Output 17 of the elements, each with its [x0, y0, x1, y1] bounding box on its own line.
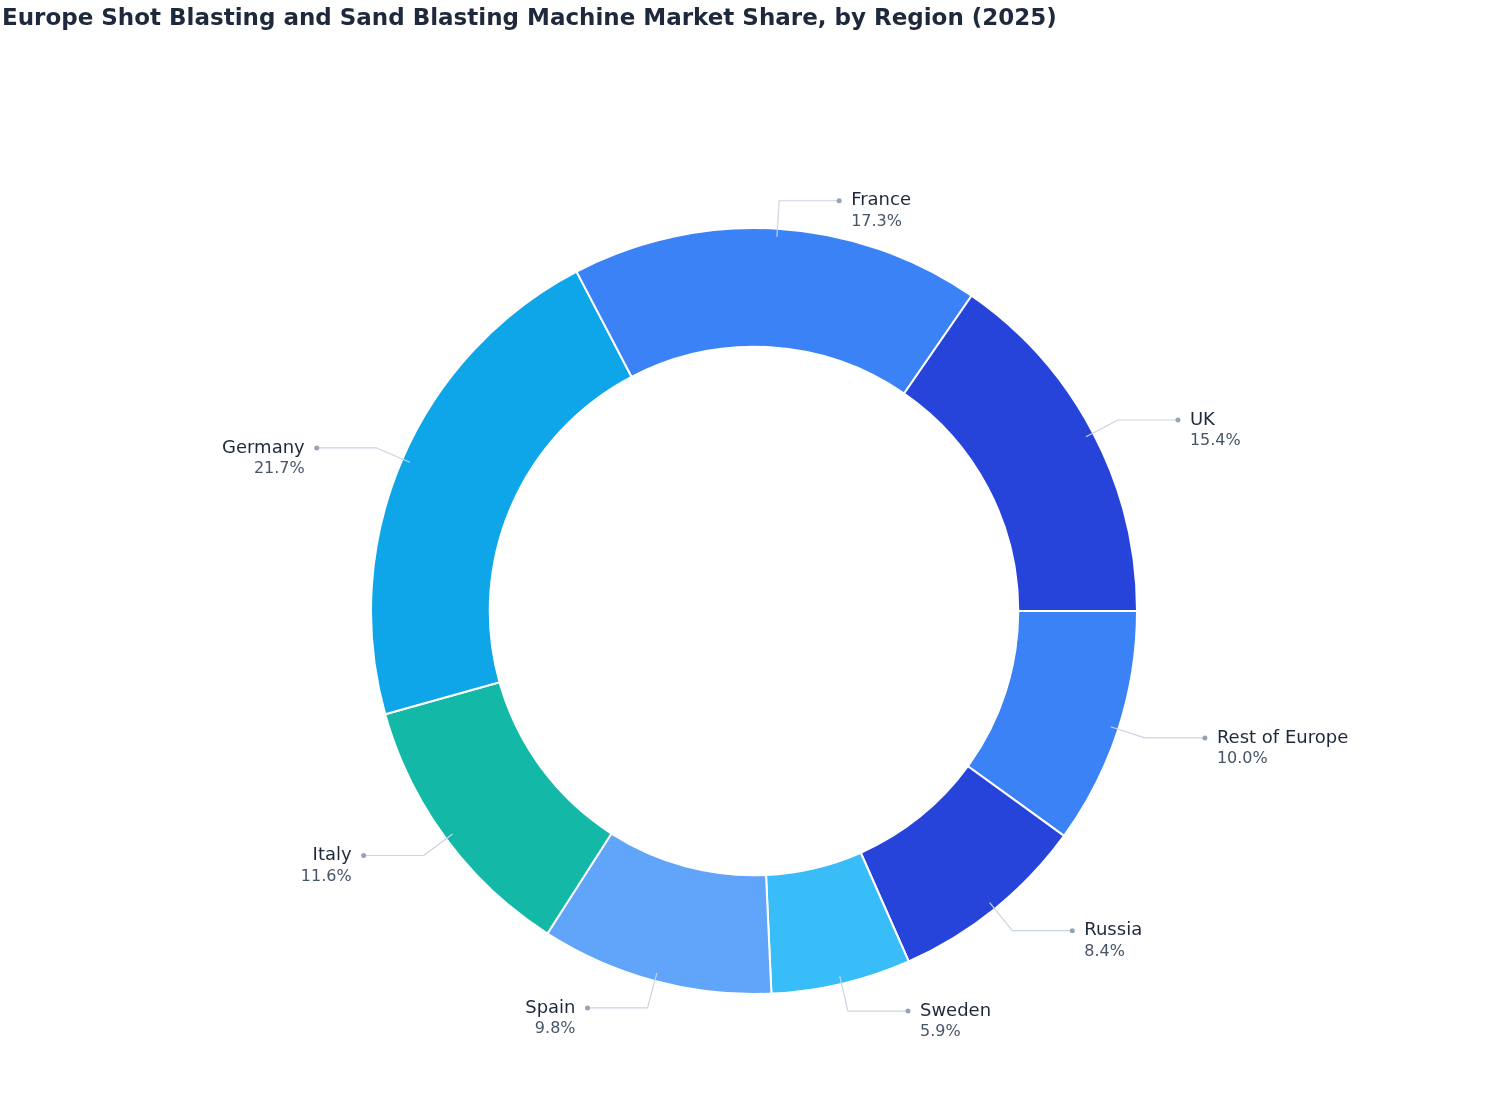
data-label: 21.7%: [253, 458, 305, 478]
data-label: 5.9%: [919, 1021, 961, 1041]
data-label: 10.0%: [1216, 748, 1268, 768]
slice-label: Italy: [312, 843, 352, 865]
slice-label: Rest of Europe: [1216, 725, 1349, 747]
data-label: 11.6%: [300, 865, 352, 885]
data-label: 17.3%: [851, 210, 902, 230]
chart-title: Europe Shot Blasting and Sand Blasting Machine Market Share, by Region (2025): [2, 4, 1057, 30]
slice-label: Spain: [525, 995, 576, 1017]
slice-label: Sweden: [919, 998, 992, 1020]
data-label: 9.8%: [534, 1018, 576, 1038]
data-label: 15.4%: [1189, 430, 1241, 450]
slice-label: Russia: [1084, 918, 1143, 940]
slice-label: UK: [1189, 407, 1217, 429]
slice-label: Germany: [222, 435, 306, 457]
slice-label: France: [851, 188, 911, 210]
data-label: 8.4%: [1084, 940, 1125, 960]
